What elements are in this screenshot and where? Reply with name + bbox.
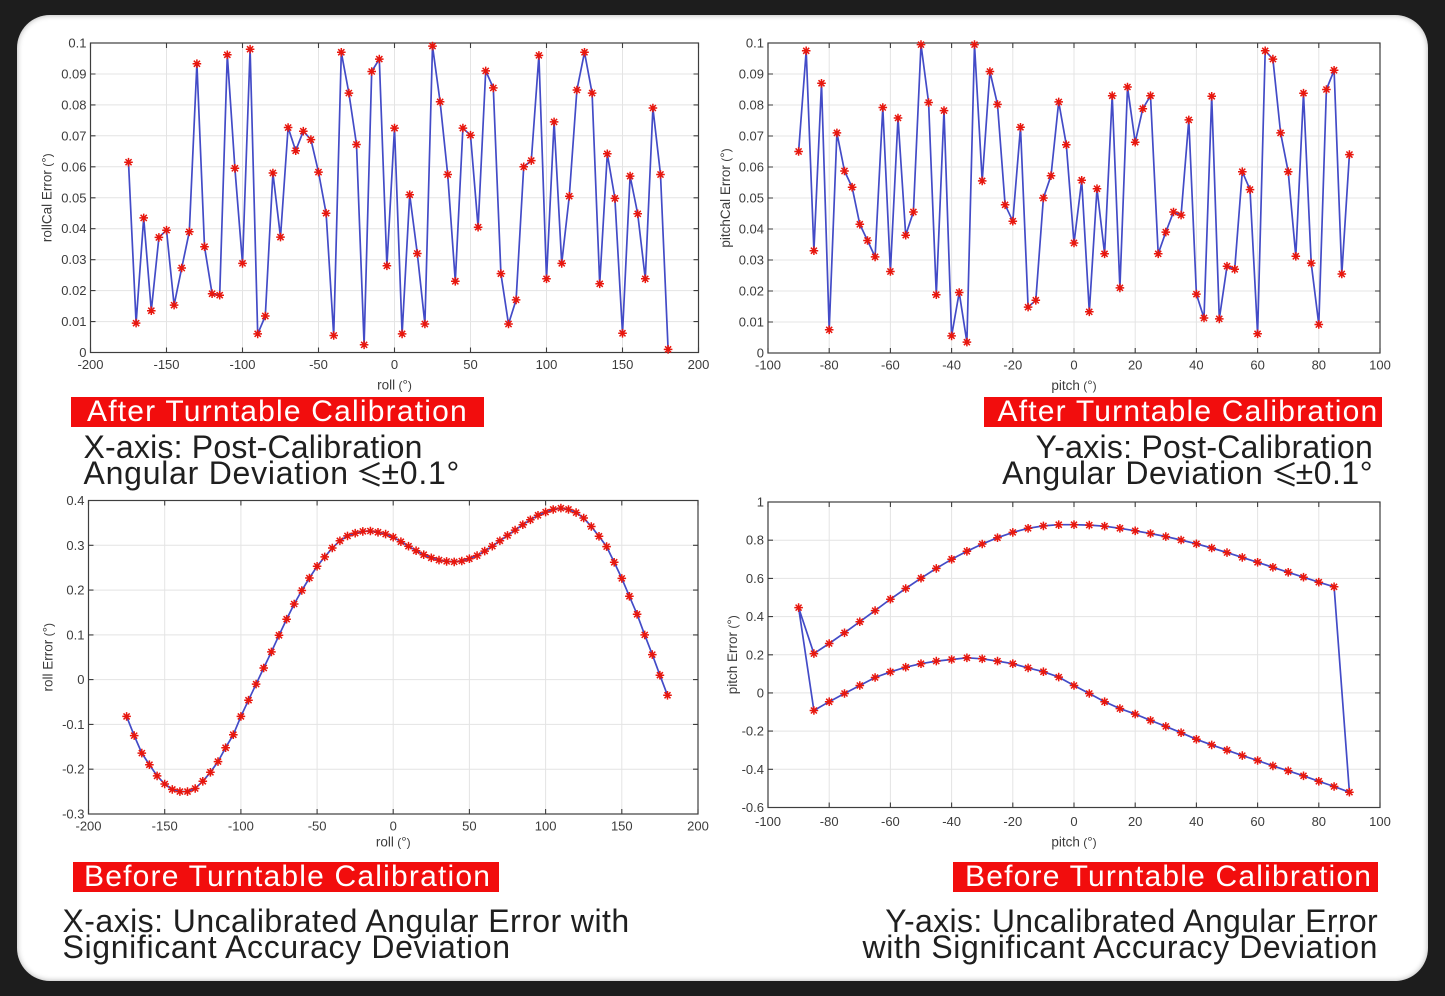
svg-text:0: 0	[757, 685, 764, 700]
svg-text:-50: -50	[308, 819, 327, 834]
svg-text:-60: -60	[881, 358, 900, 373]
svg-text:-200: -200	[77, 357, 103, 372]
svg-text:50: 50	[462, 819, 476, 834]
svg-text:0.2: 0.2	[746, 647, 764, 662]
svg-text:-80: -80	[820, 358, 839, 373]
svg-text:100: 100	[1369, 358, 1391, 373]
svg-text:0.06: 0.06	[61, 159, 86, 174]
svg-text:-0.2: -0.2	[742, 724, 764, 739]
svg-text:0.01: 0.01	[739, 315, 764, 330]
svg-text:roll (°): roll (°)	[377, 378, 412, 393]
svg-text:0.08: 0.08	[61, 97, 86, 112]
svg-text:-0.1: -0.1	[62, 717, 84, 732]
svg-text:0.02: 0.02	[739, 284, 764, 299]
svg-text:60: 60	[1250, 358, 1264, 373]
svg-text:0.04: 0.04	[739, 222, 764, 237]
svg-text:0.03: 0.03	[61, 252, 86, 267]
svg-text:0.1: 0.1	[66, 627, 84, 642]
svg-text:-50: -50	[309, 357, 328, 372]
svg-text:0: 0	[757, 346, 764, 361]
svg-text:-100: -100	[229, 357, 255, 372]
svg-text:0.07: 0.07	[739, 129, 764, 144]
svg-text:-200: -200	[75, 819, 101, 834]
svg-text:-150: -150	[153, 357, 179, 372]
svg-text:0.06: 0.06	[739, 160, 764, 175]
svg-text:0.1: 0.1	[746, 36, 764, 51]
svg-text:-40: -40	[942, 358, 961, 373]
svg-text:0.07: 0.07	[61, 128, 86, 143]
svg-text:-80: -80	[820, 814, 839, 829]
svg-text:-0.2: -0.2	[62, 762, 84, 777]
svg-text:-0.3: -0.3	[62, 807, 84, 822]
svg-text:rollCal Error (°): rollCal Error (°)	[40, 153, 55, 242]
svg-text:20: 20	[1128, 814, 1142, 829]
svg-text:-20: -20	[1003, 814, 1022, 829]
svg-text:pitch Error (°): pitch Error (°)	[725, 615, 740, 694]
svg-text:80: 80	[1312, 814, 1326, 829]
svg-text:-100: -100	[755, 814, 781, 829]
svg-text:pitchCal Error (°): pitchCal Error (°)	[718, 148, 733, 247]
svg-text:0.3: 0.3	[66, 538, 84, 553]
svg-text:-40: -40	[942, 814, 961, 829]
svg-text:-150: -150	[152, 819, 178, 834]
svg-text:0.8: 0.8	[746, 533, 764, 548]
svg-text:-20: -20	[1003, 358, 1022, 373]
svg-text:50: 50	[463, 357, 477, 372]
svg-text:1: 1	[757, 495, 764, 510]
svg-text:60: 60	[1250, 814, 1264, 829]
svg-text:0.05: 0.05	[61, 190, 86, 205]
svg-text:100: 100	[536, 357, 558, 372]
svg-text:100: 100	[535, 819, 557, 834]
svg-text:0.08: 0.08	[739, 98, 764, 113]
svg-text:0: 0	[77, 672, 84, 687]
svg-text:-0.4: -0.4	[742, 762, 764, 777]
svg-text:-0.6: -0.6	[742, 800, 764, 815]
svg-text:0.4: 0.4	[66, 493, 84, 508]
svg-text:0.02: 0.02	[61, 283, 86, 298]
svg-text:-60: -60	[881, 814, 900, 829]
svg-text:0: 0	[391, 357, 398, 372]
svg-text:200: 200	[688, 357, 710, 372]
svg-text:0: 0	[1070, 358, 1077, 373]
svg-text:0.04: 0.04	[61, 221, 86, 236]
svg-text:pitch (°): pitch (°)	[1051, 835, 1096, 850]
svg-text:roll Error (°): roll Error (°)	[41, 623, 56, 692]
svg-text:40: 40	[1189, 814, 1203, 829]
svg-text:-100: -100	[755, 358, 781, 373]
svg-text:100: 100	[1369, 814, 1391, 829]
svg-text:0: 0	[79, 345, 86, 360]
svg-text:0.4: 0.4	[746, 609, 764, 624]
svg-text:80: 80	[1312, 358, 1326, 373]
svg-text:pitch (°): pitch (°)	[1051, 378, 1096, 393]
svg-text:0.2: 0.2	[66, 583, 84, 598]
svg-text:0: 0	[390, 819, 397, 834]
svg-text:150: 150	[612, 357, 634, 372]
svg-text:40: 40	[1189, 358, 1203, 373]
svg-text:0.1: 0.1	[68, 36, 86, 51]
svg-text:0.03: 0.03	[739, 253, 764, 268]
svg-text:-100: -100	[228, 819, 254, 834]
svg-text:150: 150	[611, 819, 633, 834]
svg-text:roll (°): roll (°)	[376, 835, 411, 850]
svg-text:0: 0	[1070, 814, 1077, 829]
svg-text:0.01: 0.01	[61, 314, 86, 329]
svg-text:0.05: 0.05	[739, 191, 764, 206]
svg-text:0.09: 0.09	[739, 67, 764, 82]
svg-text:0.09: 0.09	[61, 67, 86, 82]
svg-text:20: 20	[1128, 358, 1142, 373]
svg-text:0.6: 0.6	[746, 571, 764, 586]
svg-text:200: 200	[687, 819, 709, 834]
